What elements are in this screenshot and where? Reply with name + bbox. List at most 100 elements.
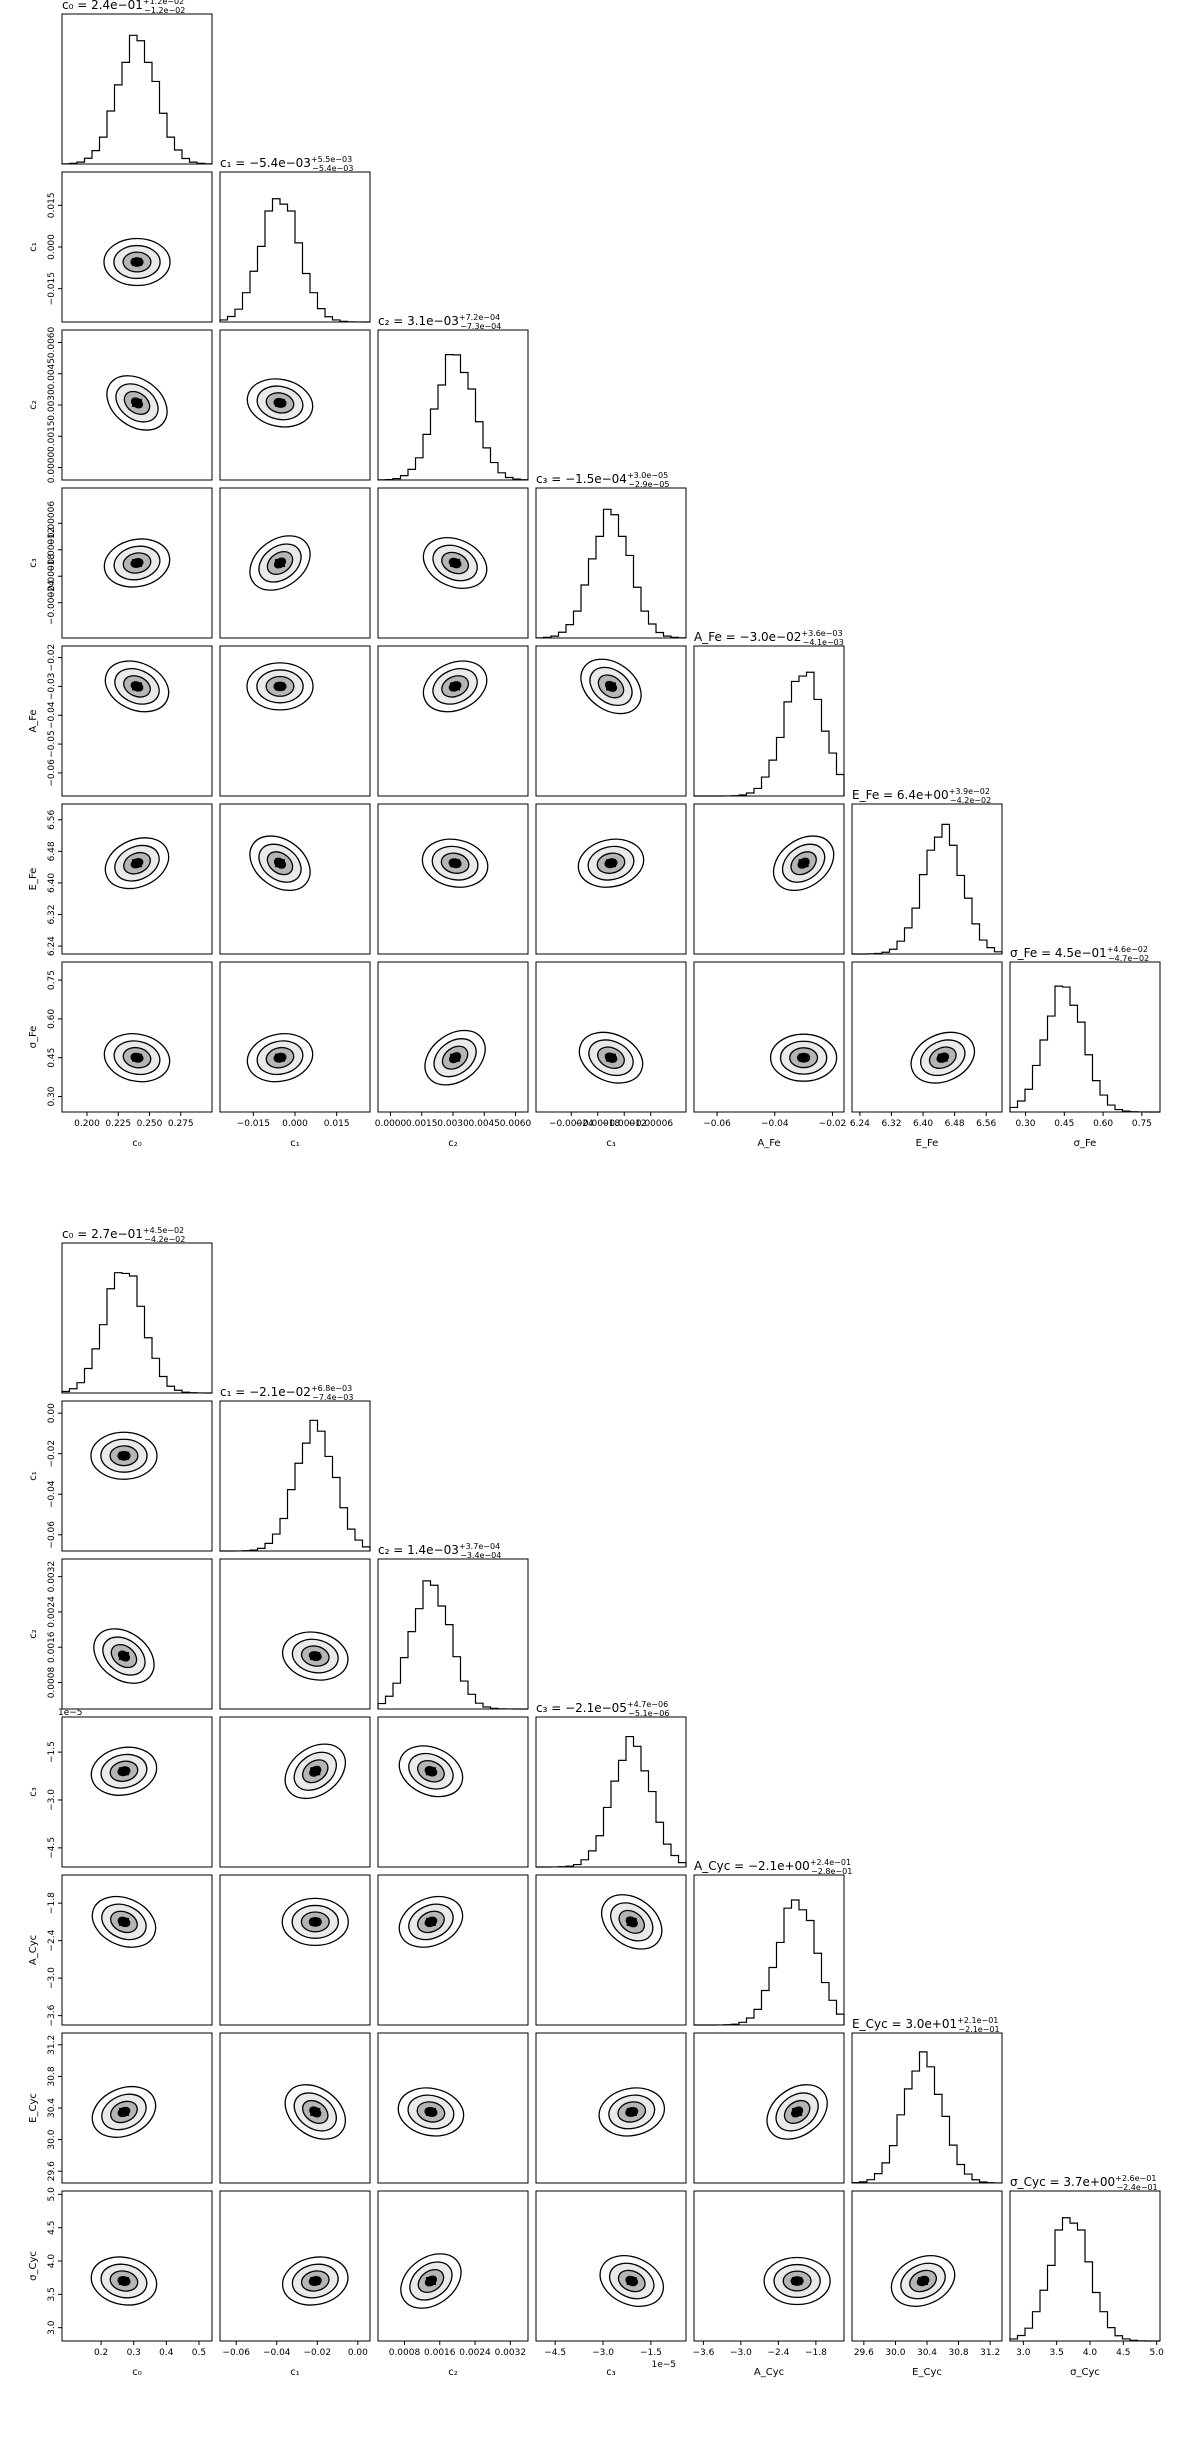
title-main: c₂ = 1.4e−03	[378, 1543, 459, 1557]
panel-2-4-3	[535, 1874, 687, 2026]
x-tick-label: 6.56	[976, 1119, 996, 1129]
x-tick-label: −3.6	[692, 2348, 714, 2358]
x-tick-label: −3.0	[592, 2348, 614, 2358]
y-tick-label: 0.0024	[47, 1596, 57, 1628]
histogram-2	[377, 354, 529, 481]
y-tick-label: 0.000	[47, 234, 57, 260]
panel-2-6-0: 3.0 3.5 4.0 4.5 5.0 σ_Cyc 0.2 0.3 0.4 0.5 c₀	[28, 2187, 213, 2378]
y-axis-label: E_Fe	[28, 868, 39, 891]
marginal-title-1: c₁ = −5.4e−03+5.5e−03 −5.4e−03	[220, 155, 353, 173]
y-axis-label: A_Fe	[28, 709, 39, 732]
contour-core	[792, 2107, 803, 2116]
panel-2-6-6: σ_Cyc = 3.7e+00+2.6e−01 −2.4e−01 3.0 3.5 4.0…	[1009, 2174, 1164, 2378]
title-lower-error: −7.3e−04	[460, 322, 501, 331]
contour-core	[132, 398, 142, 407]
title-upper-error: +4.7e−06	[627, 1700, 668, 1709]
histogram-5	[851, 823, 1003, 955]
histogram-6	[1009, 2217, 1161, 2342]
panel-2-4-2	[377, 1874, 529, 2026]
x-tick-label: 0.75	[1132, 1119, 1152, 1129]
x-tick-label: 3.5	[1050, 2348, 1064, 2358]
x-tick-label: 0.275	[168, 1119, 194, 1129]
panel-1-6-5: 6.24 6.32 6.40 6.48 6.56 E_Fe	[850, 961, 1003, 1149]
panel-frame	[219, 1874, 371, 2026]
y-tick-label: −0.05	[47, 730, 57, 758]
contour-core	[606, 1053, 616, 1062]
x-tick-label: 0.45	[1054, 1119, 1074, 1129]
title-main: c₃ = −2.1e−05	[536, 1701, 627, 1715]
panel-1-6-4: −0.06 −0.04 −0.02 A_Fe	[693, 961, 846, 1149]
contour-core	[798, 1053, 809, 1062]
y-tick-label: 0.60	[47, 1009, 57, 1029]
panel-2-2-1	[219, 1558, 371, 1710]
x-axis-label: c₀	[132, 1138, 142, 1149]
panel-2-4-4: A_Cyc = −2.1e+00+2.4e−01 −2.8e−01	[693, 1858, 852, 2026]
contour-core	[798, 859, 809, 868]
marginal-title-6: σ_Cyc = 3.7e+00+2.6e−01 −2.4e−01	[1010, 2174, 1158, 2192]
title-upper-error: +3.9e−02	[949, 787, 990, 796]
y-tick-label: −0.00012	[47, 527, 57, 572]
panel-1-4-2	[377, 645, 529, 797]
panel-frame	[377, 1874, 529, 2026]
marginal-title-2: c₂ = 1.4e−03+3.7e−04 −3.4e−04	[378, 1542, 501, 1560]
y-tick-label: 4.0	[47, 2254, 57, 2269]
x-tick-label: 0.0015	[406, 1119, 438, 1129]
x-axis-label: σ_Fe	[1074, 1138, 1097, 1149]
contour-core	[450, 682, 461, 691]
x-tick-label: 30.8	[949, 2348, 969, 2358]
x-tick-label: −0.00012	[602, 1119, 647, 1129]
panel-2-5-5: E_Cyc = 3.0e+01+2.1e−01 −2.1e−01	[851, 2016, 1003, 2184]
panel-frame	[377, 329, 529, 481]
x-tick-label: 29.6	[854, 2348, 874, 2358]
contour-core	[310, 2277, 321, 2285]
x-tick-label: −0.06	[222, 2348, 250, 2358]
title-lower-error: −7.4e−03	[312, 1393, 353, 1402]
title-upper-error: +3.0e−05	[627, 471, 668, 480]
histogram-3	[536, 1735, 687, 1868]
panel-2-3-1	[219, 1716, 371, 1868]
marginal-title-0: c₀ = 2.7e−01+4.5e−02 −4.2e−02	[62, 1226, 185, 1244]
x-tick-label: 0.0060	[500, 1119, 532, 1129]
panel-2-4-1	[219, 1874, 371, 2026]
panel-frame	[1009, 2190, 1161, 2342]
y-tick-label: −0.02	[47, 1440, 57, 1468]
panel-1-5-3	[535, 803, 687, 955]
x-axis-label: σ_Cyc	[1070, 2367, 1100, 2378]
panel-2-6-1: −0.06 −0.04 −0.02 0.00 c₁	[219, 2190, 371, 2378]
y-tick-label: 29.6	[47, 2161, 57, 2181]
histogram-2	[377, 1580, 528, 1710]
panel-1-1-1: c₁ = −5.4e−03+5.5e−03 −5.4e−03	[219, 155, 371, 323]
y-axis-label: E_Cyc	[28, 2093, 39, 2123]
y-tick-label: −0.04	[47, 701, 57, 729]
y-axis-label: σ_Cyc	[28, 2251, 39, 2281]
x-tick-label: 0.225	[105, 1119, 131, 1129]
contour-core	[310, 2107, 321, 2116]
title-main: E_Cyc = 3.0e+01	[852, 2017, 957, 2031]
panel-frame	[693, 1874, 845, 2026]
y-tick-label: 0.30	[47, 1086, 57, 1106]
x-offset-label: 1e−5	[651, 2360, 676, 2370]
title-lower-error: −4.7e−02	[1108, 954, 1149, 963]
x-axis-label: E_Cyc	[912, 2367, 942, 2378]
panel-frame	[61, 1874, 213, 2026]
histogram-1	[220, 1419, 371, 1552]
panel-frame	[61, 1558, 213, 1710]
contour-core	[626, 2107, 637, 2116]
x-axis-label: c₂	[448, 2367, 458, 2378]
y-tick-label: −0.06	[47, 759, 57, 787]
y-tick-label: 0.0060	[47, 326, 57, 358]
contour-core	[310, 1767, 321, 1776]
contour-core	[918, 2277, 929, 2285]
title-upper-error: +3.7e−04	[459, 1542, 500, 1551]
x-tick-label: 0.0008	[389, 2348, 421, 2358]
y-tick-label: 6.56	[47, 809, 57, 829]
contour-core	[132, 1053, 142, 1062]
x-tick-label: 0.0045	[469, 1119, 501, 1129]
panel-1-5-1	[219, 803, 371, 955]
histogram-5	[851, 2051, 1003, 2184]
y-tick-label: −1.5	[47, 1741, 57, 1763]
title-lower-error: −1.2e−02	[144, 6, 185, 15]
x-tick-label: −3.0	[730, 2348, 752, 2358]
panel-1-5-4	[693, 803, 845, 955]
